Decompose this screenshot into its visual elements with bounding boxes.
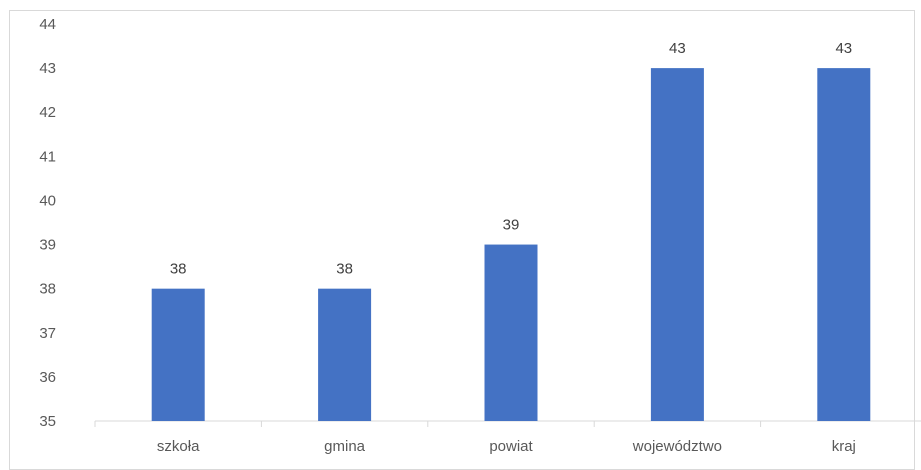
y-tick-label: 37	[39, 325, 56, 342]
category-label-4: województwo	[632, 438, 722, 455]
category-label-1: szkoła	[157, 438, 200, 455]
data-label-2: 38	[336, 261, 353, 278]
y-tick-label: 44	[39, 16, 56, 33]
y-tick-label: 39	[39, 237, 56, 254]
y-tick-label: 35	[39, 413, 56, 430]
bar-1	[151, 288, 205, 421]
category-labels: szkoła gmina powiat województwo kraj	[157, 438, 856, 455]
category-label-2: gmina	[324, 438, 366, 455]
bar-3	[484, 244, 538, 421]
category-label-3: powiat	[489, 438, 533, 455]
y-tick-label: 40	[39, 192, 56, 209]
data-label-5: 43	[835, 40, 852, 57]
x-axis	[94, 420, 921, 427]
bar-2	[318, 288, 372, 421]
data-label-1: 38	[170, 261, 187, 278]
bar-4	[650, 68, 704, 421]
y-tick-label: 41	[39, 148, 56, 165]
y-tick-label: 38	[39, 281, 56, 298]
category-label-5: kraj	[832, 438, 856, 455]
bar-chart: 35 36 37 38 39 40 41 42 43 44 38 38 39 43 43 szkoła gm…	[39, 16, 921, 455]
bar-5	[817, 68, 871, 421]
data-label-4: 43	[669, 40, 686, 57]
y-tick-label: 42	[39, 104, 56, 121]
bars	[151, 68, 871, 421]
y-axis: 35 36 37 38 39 40 41 42 43 44	[39, 16, 56, 430]
data-labels: 38 38 39 43 43	[170, 40, 852, 278]
y-tick-label: 36	[39, 369, 56, 386]
data-label-3: 39	[503, 217, 520, 234]
y-tick-label: 43	[39, 60, 56, 77]
